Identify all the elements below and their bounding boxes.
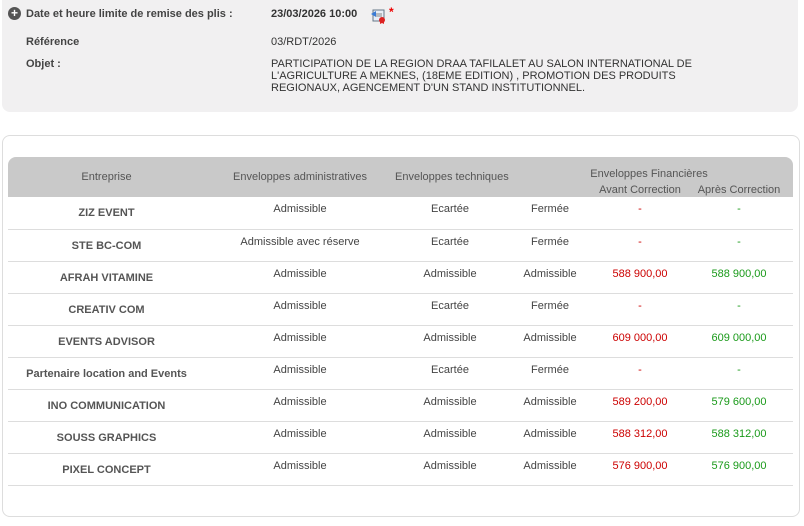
fin-status: Fermée: [505, 293, 595, 326]
amount-avant: 589 200,00: [595, 389, 685, 422]
reference-value: 03/RDT/2026: [271, 36, 337, 48]
fin-status: Admissible: [505, 389, 595, 422]
objet-line: L'AGRICULTURE A MEKNES, (18EME EDITION) …: [271, 70, 676, 82]
admin-status: Admissible: [205, 453, 395, 486]
amount-avant: -: [595, 293, 685, 326]
fin-status: Fermée: [505, 357, 595, 390]
admin-status: Admissible: [205, 197, 395, 230]
admin-status: Admissible: [205, 421, 395, 454]
header-fin-label: Enveloppes Financières: [590, 168, 708, 180]
deadline-label: Date et heure limite de remise des plis …: [26, 8, 233, 20]
objet-value: PARTICIPATION DE LA REGION DRAA TAFILALE…: [271, 58, 692, 94]
fin-status: Admissible: [505, 453, 595, 486]
fin-status: Fermée: [505, 197, 595, 230]
header-avant: Avant Correction: [599, 184, 681, 196]
amount-apres: 609 000,00: [685, 325, 793, 358]
amount-avant: -: [595, 197, 685, 230]
company-name: INO COMMUNICATION: [8, 389, 205, 422]
expand-plus-icon[interactable]: +: [8, 7, 21, 20]
amount-apres: -: [685, 293, 793, 326]
company-name: EVENTS ADVISOR: [8, 325, 205, 358]
amount-apres: -: [685, 229, 793, 262]
objet-line: REGIONAUX, AGENCEMENT D'UN STAND INSTITU…: [271, 82, 586, 94]
admin-status: Admissible avec réserve: [205, 229, 395, 262]
tech-status: Admissible: [395, 261, 505, 294]
tech-status: Ecartée: [395, 229, 505, 262]
results-panel: [2, 135, 800, 517]
admin-status: Admissible: [205, 261, 395, 294]
amount-apres: 579 600,00: [685, 389, 793, 422]
fin-status: Admissible: [505, 261, 595, 294]
amount-apres: -: [685, 357, 793, 390]
tech-status: Ecartée: [395, 293, 505, 326]
table-row: AFRAH VITAMINE Admissible Admissible Admiss…: [8, 261, 793, 294]
amount-avant: 588 312,00: [595, 421, 685, 454]
amount-avant: -: [595, 357, 685, 390]
fin-status: Fermée: [505, 229, 595, 262]
company-name: STE BC-COM: [8, 229, 205, 262]
fin-status: Admissible: [505, 325, 595, 358]
table-row: STE BC-COM Admissible avec réserve Ecartée…: [8, 229, 793, 262]
table-row: PIXEL CONCEPT Admissible Admissible Admissi…: [8, 453, 793, 486]
results-table: Entreprise Enveloppes administratives En…: [8, 157, 793, 486]
table-row: ZIZ EVENT Admissible Ecartée Fermée - -: [8, 197, 793, 230]
amount-apres: -: [685, 197, 793, 230]
admin-status: Admissible: [205, 357, 395, 390]
table-row: CREATIV COM Admissible Ecartée Fermée - -: [8, 293, 793, 326]
tech-status: Ecartée: [395, 357, 505, 390]
tech-status: Admissible: [395, 325, 505, 358]
table-row: Partenaire location and Events Admissible…: [8, 357, 793, 390]
company-name: ZIZ EVENT: [8, 197, 205, 230]
required-star-icon: *: [389, 5, 394, 19]
header-apres: Après Correction: [697, 184, 781, 196]
fin-status: Admissible: [505, 421, 595, 454]
tender-info-panel: + Date et heure limite de remise des pli…: [2, 0, 798, 112]
table-row: EVENTS ADVISOR Admissible Admissible Admiss…: [8, 325, 793, 358]
table-row: SOUSS GRAPHICS Admissible Admissible Admiss…: [8, 421, 793, 454]
tech-status: Admissible: [395, 453, 505, 486]
admin-status: Admissible: [205, 389, 395, 422]
objet-line: PARTICIPATION DE LA REGION DRAA TAFILALE…: [271, 58, 692, 70]
company-name: Partenaire location and Events: [8, 357, 205, 390]
company-name: CREATIV COM: [8, 293, 205, 326]
amount-apres: 576 900,00: [685, 453, 793, 486]
objet-label: Objet :: [26, 58, 61, 70]
certificate-document-icon[interactable]: [370, 8, 386, 24]
header-admin: Enveloppes administratives: [205, 157, 395, 197]
table-header: Entreprise Enveloppes administratives En…: [8, 157, 793, 197]
amount-apres: 588 312,00: [685, 421, 793, 454]
header-tech: Enveloppes techniques: [395, 157, 509, 197]
company-name: AFRAH VITAMINE: [8, 261, 205, 294]
reference-label: Référence: [26, 36, 80, 48]
amount-avant: 609 000,00: [595, 325, 685, 358]
admin-status: Admissible: [205, 293, 395, 326]
table-row: INO COMMUNICATION Admissible Admissible Adm…: [8, 389, 793, 422]
tech-status: Ecartée: [395, 197, 505, 230]
tech-status: Admissible: [395, 421, 505, 454]
header-financieres: Enveloppes Financières Avant Correction …: [505, 157, 793, 197]
admin-status: Admissible: [205, 325, 395, 358]
amount-apres: 588 900,00: [685, 261, 793, 294]
company-name: SOUSS GRAPHICS: [8, 421, 205, 454]
deadline-value: 23/03/2026 10:00: [271, 8, 358, 20]
tech-status: Admissible: [395, 389, 505, 422]
amount-avant: -: [595, 229, 685, 262]
amount-avant: 588 900,00: [595, 261, 685, 294]
company-name: PIXEL CONCEPT: [8, 453, 205, 486]
header-entreprise: Entreprise: [8, 157, 205, 197]
amount-avant: 576 900,00: [595, 453, 685, 486]
